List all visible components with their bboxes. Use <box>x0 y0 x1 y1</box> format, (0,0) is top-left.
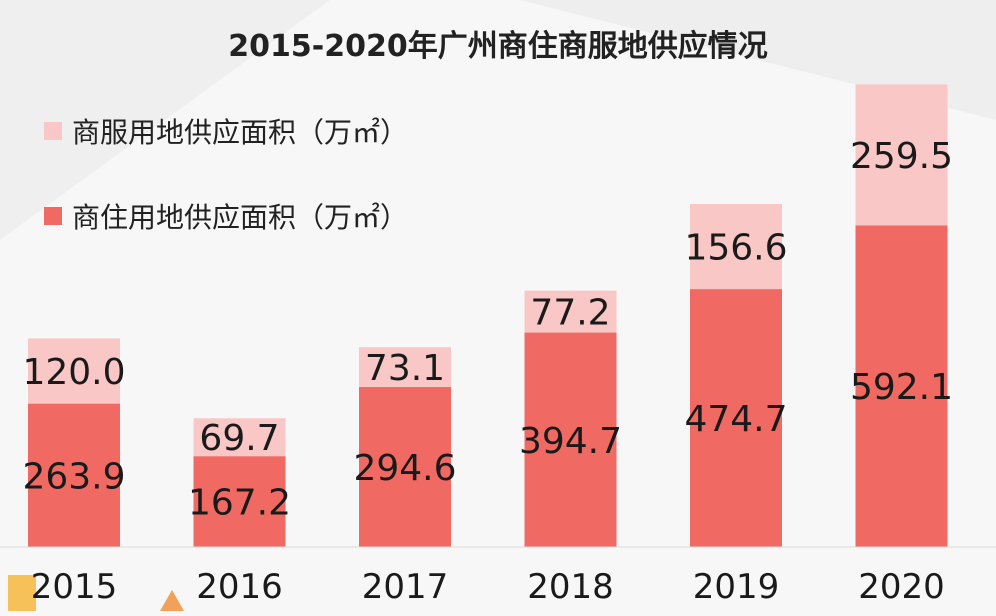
x-tick-2016: 2016 <box>196 567 283 607</box>
bar-residential-2018 <box>524 332 617 547</box>
bar-residential-2019 <box>690 289 782 547</box>
bar-commercial-2015 <box>28 338 120 404</box>
bar-residential-2017 <box>359 386 451 547</box>
x-tick-2018: 2018 <box>527 567 614 607</box>
chart-title: 2015-2020年广州商住商服地供应情况 <box>228 29 767 64</box>
value-labels: 263.9 120.0 167.2 69.7 294.6 73.1 394.7 77.2 474… <box>22 136 953 524</box>
value-label-residential-2016: 167.2 <box>188 483 291 524</box>
value-label-commercial-2020: 259.5 <box>850 136 953 177</box>
value-label-commercial-2016: 69.7 <box>199 418 279 459</box>
bar-commercial-2019 <box>690 203 782 290</box>
legend-swatch-commercial <box>44 122 62 140</box>
legend-label-residential: 商住用地供应面积（万㎡） <box>72 201 408 234</box>
bar-residential-2015 <box>28 403 120 547</box>
bar-residential-2016 <box>193 456 286 547</box>
bar-commercial-2020 <box>855 84 948 226</box>
legend-label-commercial: 商服用地供应面积（万㎡） <box>72 116 408 149</box>
x-tick-2019: 2019 <box>693 567 780 607</box>
value-label-residential-2015: 263.9 <box>22 456 125 497</box>
value-label-commercial-2018: 77.2 <box>530 293 610 334</box>
value-label-commercial-2019: 156.6 <box>684 228 787 269</box>
legend: 商服用地供应面积（万㎡） 商住用地供应面积（万㎡） <box>44 116 408 234</box>
legend-swatch-residential <box>44 207 62 225</box>
bar-commercial-2016 <box>193 418 286 457</box>
value-label-residential-2018: 394.7 <box>519 421 622 462</box>
bar-commercial-2017 <box>359 347 451 387</box>
value-label-residential-2020: 592.1 <box>850 367 953 408</box>
x-tick-2017: 2017 <box>362 567 449 607</box>
bar-commercial-2018 <box>524 290 617 333</box>
corner-mark-orange <box>160 590 184 611</box>
value-label-residential-2019: 474.7 <box>684 399 787 440</box>
bar-residential-2020 <box>855 225 948 547</box>
corner-mark-yellow <box>8 575 36 611</box>
bars <box>28 84 948 547</box>
x-tick-2015: 2015 <box>31 567 118 607</box>
x-axis-tick-labels: 2015 2016 2017 2018 2019 2020 <box>31 567 945 607</box>
value-label-commercial-2015: 120.0 <box>22 352 125 393</box>
x-tick-2020: 2020 <box>858 567 945 607</box>
value-label-residential-2017: 294.6 <box>353 448 456 489</box>
value-label-commercial-2017: 73.1 <box>365 348 445 389</box>
